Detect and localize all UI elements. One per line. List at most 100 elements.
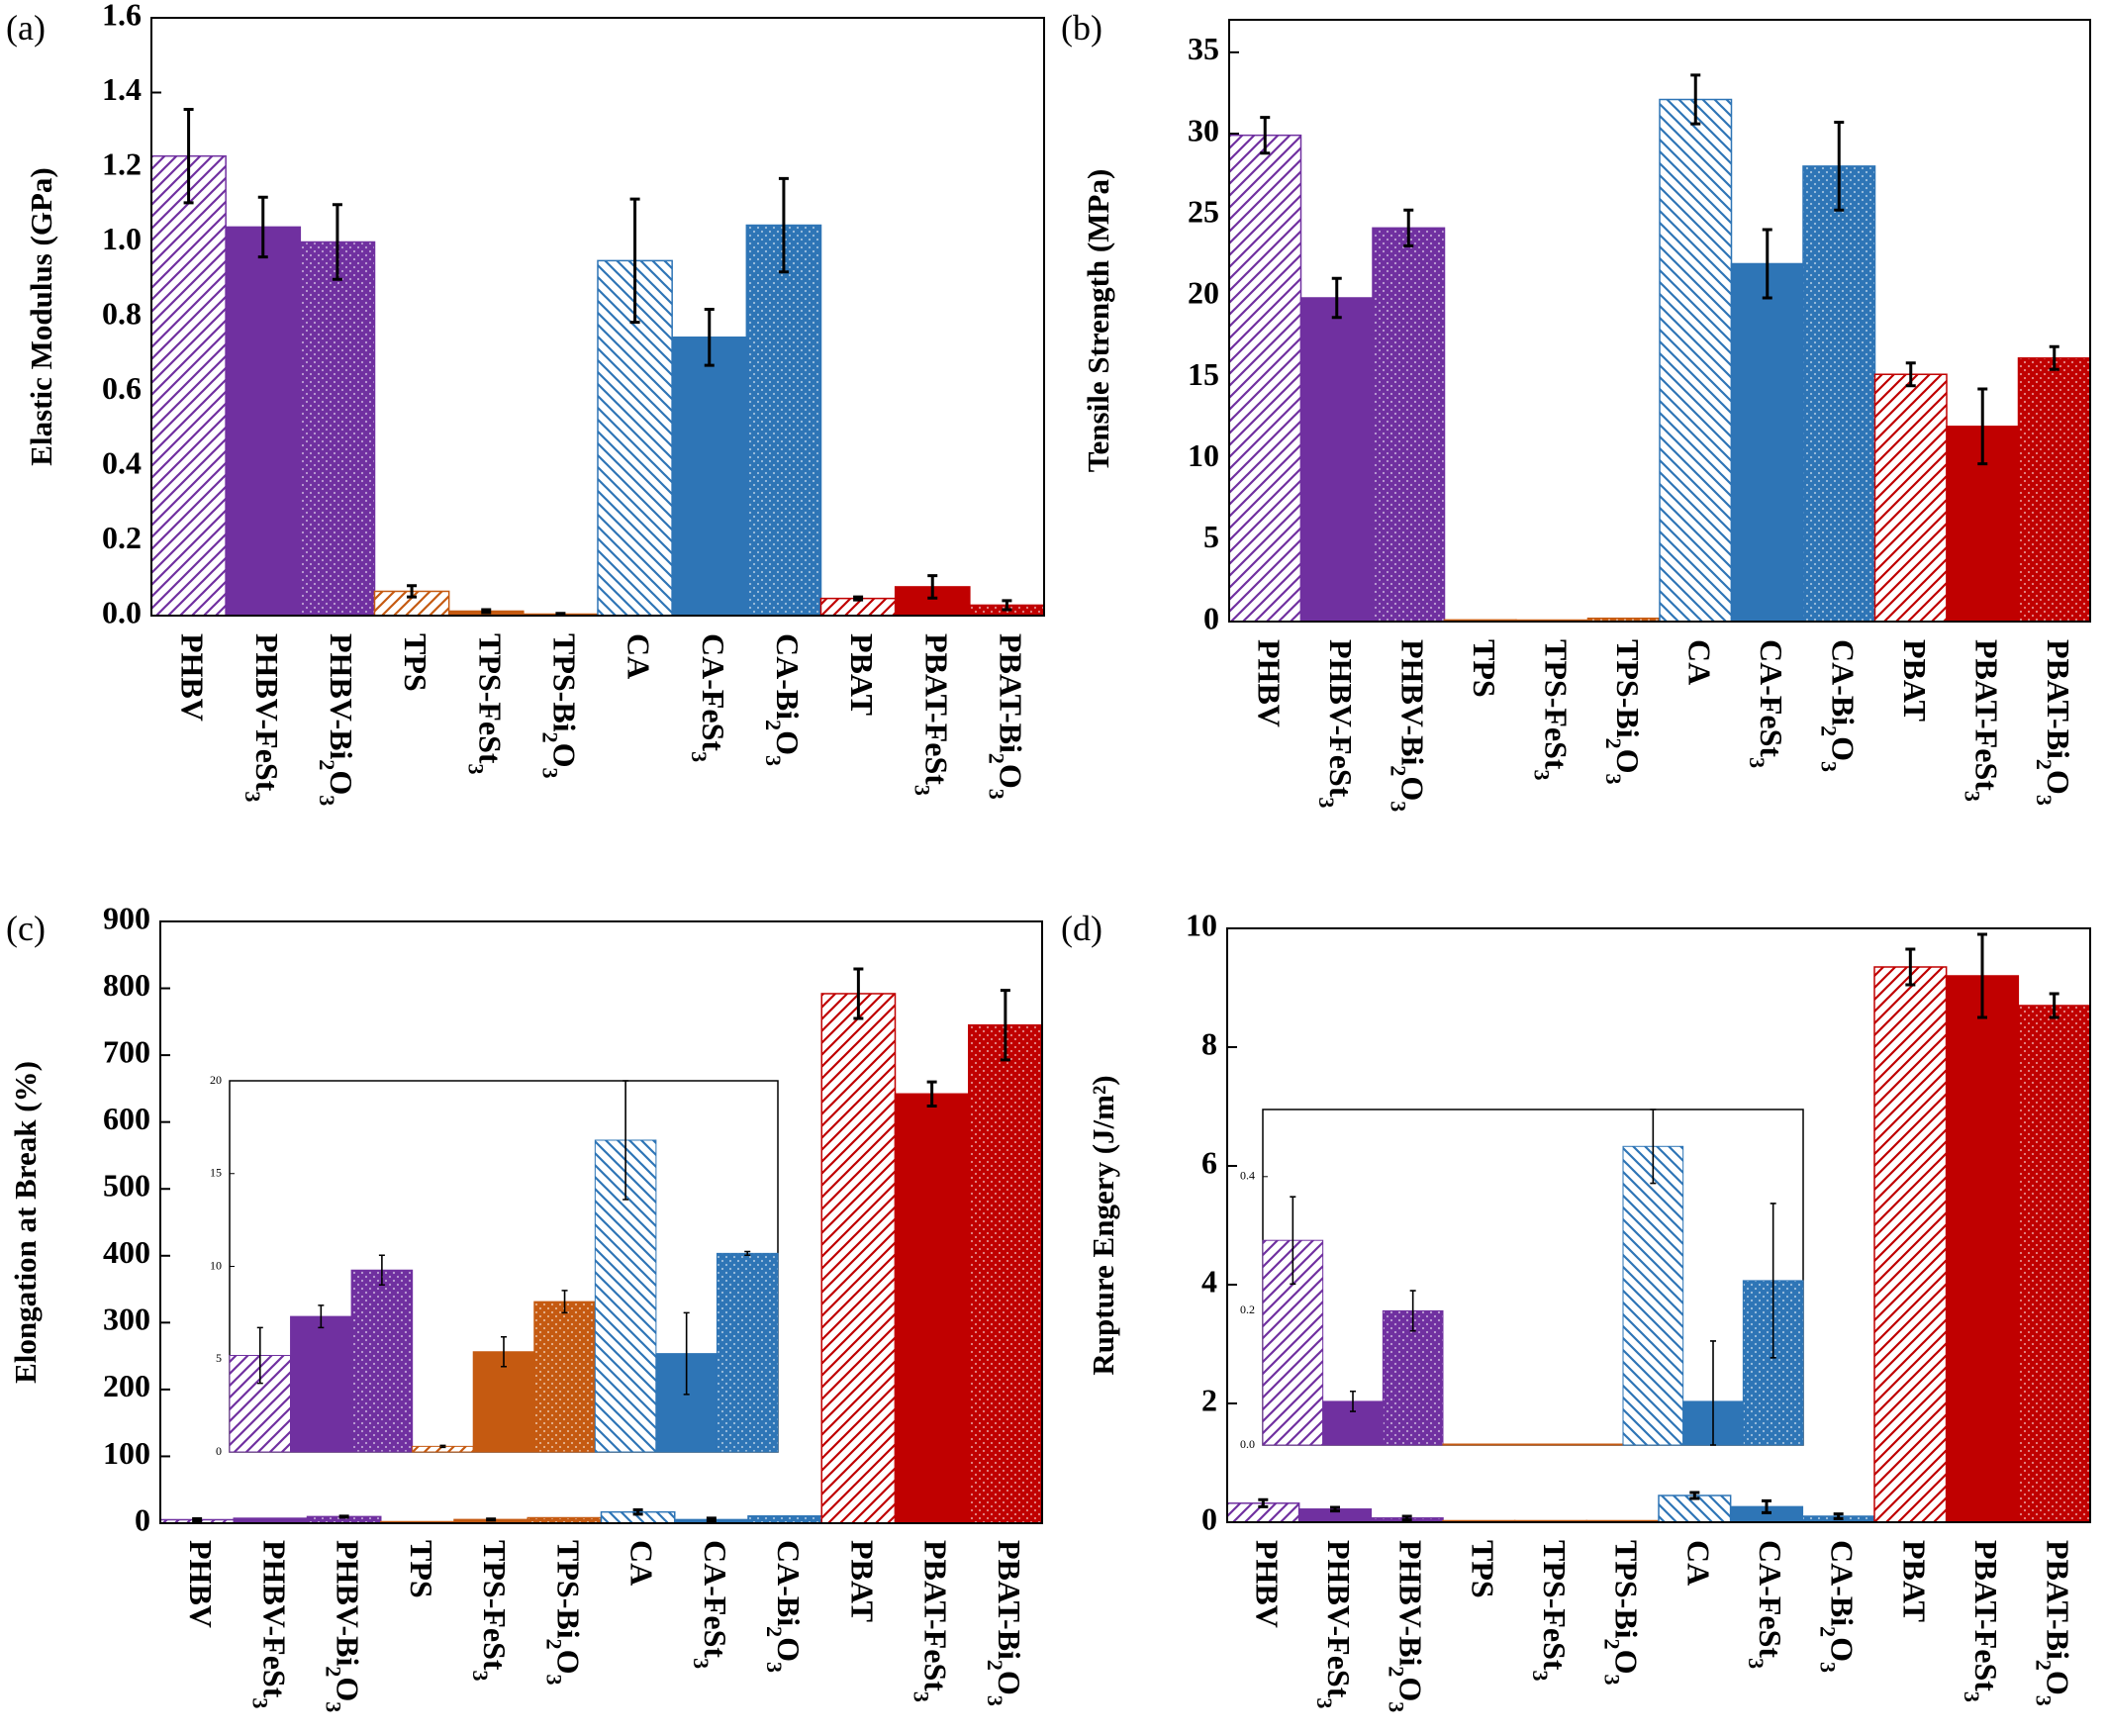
error-bar xyxy=(1000,989,1010,1062)
category-label: PHBV-Bi2O3 xyxy=(1385,1540,1428,1712)
y-tick-label: 8 xyxy=(1201,1025,1217,1061)
category-label: CA xyxy=(1681,639,1717,685)
y-tick-label: 30 xyxy=(1188,112,1219,147)
y-tick-label: 300 xyxy=(103,1302,150,1337)
inset-bar-TPS-FeSt3 xyxy=(472,1351,535,1453)
error-bar xyxy=(1977,932,1987,1019)
y-tick-label: 0.0 xyxy=(102,594,142,629)
y-tick-label: 500 xyxy=(103,1168,150,1204)
inset-chart: 0 5 10 15 20 xyxy=(210,1073,779,1458)
category-label: TPS-FeSt3 xyxy=(464,633,508,775)
category-label: PBAT-Bi2O3 xyxy=(2032,639,2075,806)
bar-PHBV-FeSt3 xyxy=(225,226,302,617)
plot-frame xyxy=(150,17,1045,617)
error-bar xyxy=(778,176,789,274)
inset-error-bar xyxy=(1770,1203,1776,1359)
category-label: TPS-Bi2O3 xyxy=(542,1540,586,1685)
inset-error-bar xyxy=(622,1080,629,1201)
inset-y-tick-label: 10 xyxy=(210,1258,222,1272)
bar-PHBV-FeSt3 xyxy=(1299,297,1374,623)
category-label: PHBV xyxy=(1251,639,1287,727)
inset-error-bar xyxy=(318,1304,325,1329)
category-label: PBAT xyxy=(1896,1540,1932,1622)
category-label: PHBV xyxy=(1249,1540,1285,1628)
category-label: TPS xyxy=(398,633,433,692)
error-bar xyxy=(1689,1491,1700,1500)
error-bar xyxy=(481,608,492,615)
category-label: TPS xyxy=(1465,1540,1500,1598)
inset-error-bar xyxy=(378,1254,385,1287)
error-bar xyxy=(1833,1512,1844,1520)
category-label: PHBV-FeSt3 xyxy=(240,633,284,802)
bar-PBAT-Bi2O3 xyxy=(2017,357,2091,623)
y-tick-label: 0.8 xyxy=(102,295,142,331)
category-label: PHBV xyxy=(183,1540,219,1628)
bar-PBAT xyxy=(1873,373,1948,623)
error-bar xyxy=(1331,276,1342,320)
inset-error-bar xyxy=(501,1335,507,1368)
inset-y-tick-label: 0.2 xyxy=(1240,1302,1255,1316)
y-tick-label: 25 xyxy=(1188,194,1219,230)
panel-c: (c)Elongation at Break (%)01002003004005… xyxy=(6,900,1043,1712)
panel-letter: (d) xyxy=(1061,909,1102,948)
plot-frame xyxy=(1228,19,2091,623)
inset-error-bar xyxy=(1350,1390,1356,1412)
y-tick-label: 10 xyxy=(1186,907,1217,942)
category-label: CA-FeSt3 xyxy=(1745,639,1788,768)
panel-b: (b) Tensile Strength (MPa) 0 5 10 15 20 25 30 35 P… xyxy=(1061,8,2091,812)
category-label: TPS-FeSt3 xyxy=(1530,639,1574,781)
bar-PBAT-FeSt3 xyxy=(1945,975,2020,1523)
error-bar xyxy=(706,1516,717,1523)
error-bar xyxy=(2049,992,2059,1019)
bar-PHBV-Bi2O3 xyxy=(1372,227,1446,623)
category-label: CA-FeSt3 xyxy=(687,633,730,762)
category-label: PHBV-FeSt3 xyxy=(1314,639,1358,808)
inset-bar-TPS-Bi2O3 xyxy=(533,1301,596,1453)
category-label: CA-FeSt3 xyxy=(689,1540,732,1669)
inset-error-bar xyxy=(561,1290,568,1314)
bar-CA-Bi2O3 xyxy=(747,1515,822,1524)
inset-bar-PHBV-Bi2O3 xyxy=(350,1269,414,1453)
y-tick-label: 0.2 xyxy=(102,520,142,555)
error-bar xyxy=(407,584,418,599)
category-label: PBAT-FeSt3 xyxy=(1960,1540,2003,1702)
y-tick-label: 400 xyxy=(103,1234,150,1270)
error-bar xyxy=(192,1516,203,1522)
inset-error-bar xyxy=(1710,1340,1716,1446)
y-tick-label: 15 xyxy=(1188,356,1219,392)
error-bar xyxy=(486,1517,497,1522)
inset-error-bar xyxy=(1409,1290,1416,1332)
inset-bar-CA xyxy=(1622,1145,1684,1446)
bar-CA-Bi2O3 xyxy=(745,224,822,617)
bar-PBAT-Bi2O3 xyxy=(968,1023,1043,1524)
category-label: TPS-FeSt3 xyxy=(1528,1540,1572,1682)
error-bar xyxy=(257,195,268,259)
error-bar xyxy=(1905,947,1916,987)
error-bar xyxy=(1403,208,1414,247)
inset-bar-PHBV-Bi2O3 xyxy=(1382,1309,1444,1446)
inset-y-tick-label: 5 xyxy=(216,1351,222,1365)
error-bar xyxy=(704,307,715,367)
inset-y-tick-label: 15 xyxy=(210,1166,222,1180)
category-label: PBAT-FeSt3 xyxy=(1961,639,2004,802)
inset-bar-CA-Bi2O3 xyxy=(716,1252,779,1453)
category-label: TPS-Bi2O3 xyxy=(538,633,582,778)
y-tick-label: 0.6 xyxy=(102,370,142,406)
inset-y-tick-label: 20 xyxy=(210,1073,222,1087)
category-label: PBAT xyxy=(844,1540,880,1622)
bar-PHBV xyxy=(1228,134,1302,623)
inset-bar-TPS-Bi2O3 xyxy=(1562,1443,1624,1446)
y-tick-label: 100 xyxy=(103,1435,150,1471)
inset-y-tick-label: 0.4 xyxy=(1240,1169,1255,1183)
y-tick-label: 600 xyxy=(103,1101,150,1136)
category-label: CA xyxy=(1680,1540,1716,1586)
category-label: PBAT-Bi2O3 xyxy=(983,1540,1026,1706)
y-tick-label: 35 xyxy=(1188,31,1219,66)
y-tick-label: 5 xyxy=(1203,519,1219,554)
panel-letter: (b) xyxy=(1061,8,1102,48)
bar-PHBV-Bi2O3 xyxy=(299,241,376,617)
y-tick-label: 4 xyxy=(1201,1263,1217,1299)
bar-CA xyxy=(1658,1495,1732,1523)
bar-CA xyxy=(1659,98,1733,623)
category-label: PBAT xyxy=(844,633,880,716)
